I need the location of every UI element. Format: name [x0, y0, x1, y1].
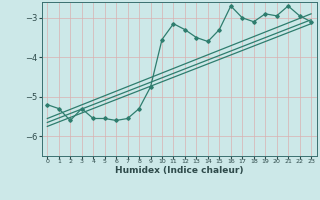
X-axis label: Humidex (Indice chaleur): Humidex (Indice chaleur)	[115, 166, 244, 175]
